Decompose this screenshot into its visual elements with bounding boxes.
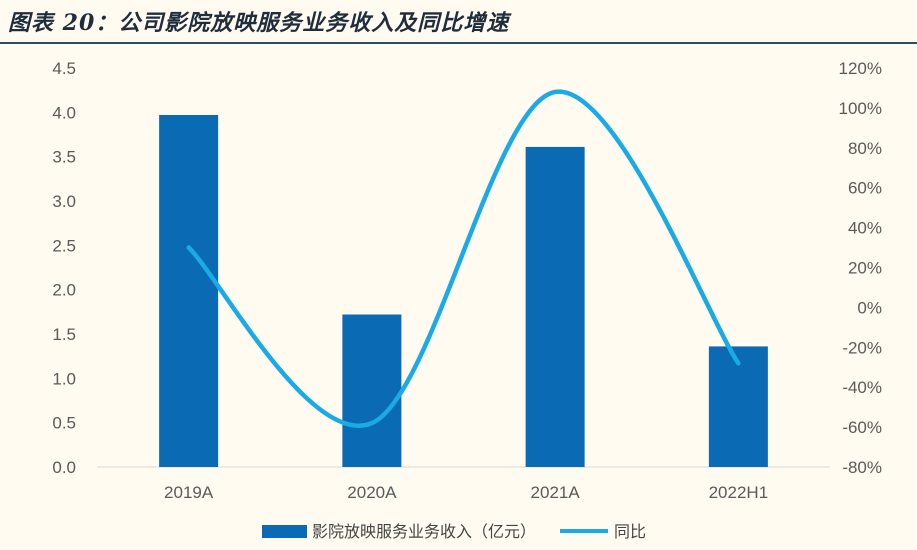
right-tick-label: 20%	[848, 259, 882, 278]
x-axis-labels: 2019A 2020A 2021A 2022H1	[164, 483, 768, 502]
yoy-line	[186, 89, 741, 428]
x-tick-label: 2020A	[347, 483, 397, 502]
left-tick-label: 4.5	[52, 59, 76, 78]
left-tick-label: 2.0	[52, 281, 76, 300]
right-tick-label: 60%	[848, 179, 882, 198]
right-tick-label: -80%	[842, 458, 882, 477]
bar-series	[159, 114, 768, 467]
x-tick-label: 2019A	[164, 483, 214, 502]
right-tick-label: 0%	[857, 298, 882, 317]
bar-2019A	[159, 114, 219, 467]
right-tick-label: 100%	[839, 99, 882, 118]
right-tick-label: -20%	[842, 338, 882, 357]
left-tick-label: 0.0	[52, 458, 76, 477]
x-tick-label: 2021A	[531, 483, 581, 502]
right-tick-label: 120%	[839, 59, 882, 78]
bar-2020A	[342, 314, 402, 467]
bar-2022H1	[708, 346, 768, 467]
legend-label-bar: 影院放映服务业务收入（亿元）	[312, 522, 536, 541]
x-tick-label: 2022H1	[709, 483, 769, 502]
left-axis-ticks: 0.0 0.5 1.0 1.5 2.0 2.5 3.0 3.5 4.0 4.5	[52, 59, 76, 477]
left-tick-label: 4.0	[52, 103, 76, 122]
legend-swatch-bar	[262, 525, 307, 538]
chart-title: 图表 20：公司影院放映服务业务收入及同比增速	[8, 10, 510, 36]
right-tick-label: -40%	[842, 378, 882, 397]
right-axis-ticks: -80% -60% -40% -20% 0% 20% 40% 60% 80% 100% 120%	[839, 59, 882, 477]
right-tick-label: 40%	[848, 219, 882, 238]
legend: 影院放映服务业务收入（亿元） 同比	[262, 522, 646, 541]
left-tick-label: 1.0	[52, 369, 76, 388]
left-tick-label: 3.0	[52, 192, 76, 211]
legend-label-line: 同比	[614, 522, 646, 541]
left-tick-label: 0.5	[52, 414, 76, 433]
left-tick-label: 3.5	[52, 148, 76, 167]
right-tick-label: -60%	[842, 418, 882, 437]
bar-2021A	[525, 146, 585, 467]
title-divider	[0, 42, 917, 44]
left-tick-label: 1.5	[52, 325, 76, 344]
right-tick-label: 80%	[848, 139, 882, 158]
left-tick-label: 2.5	[52, 236, 76, 255]
